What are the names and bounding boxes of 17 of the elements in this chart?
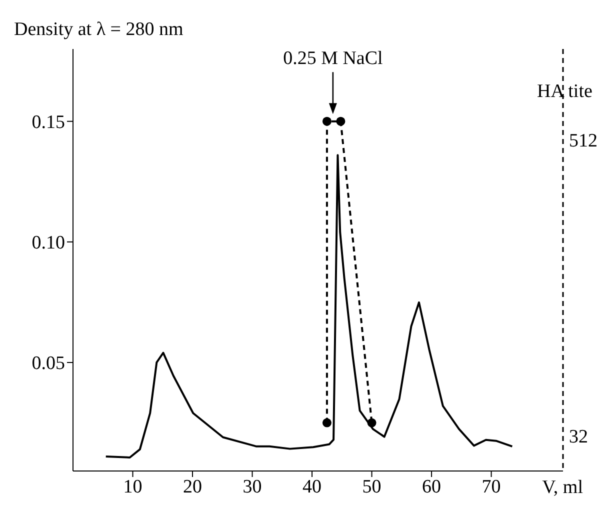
- y2-tick-label: 512: [569, 130, 598, 152]
- x-tick-label: 20: [183, 476, 202, 498]
- x-axis-title: V, ml: [542, 477, 583, 498]
- y-axis-title: Density at λ = 280 nm: [14, 19, 184, 40]
- y-tick-label: 0.05: [32, 353, 65, 374]
- y-tick-label: 0.10: [32, 232, 65, 254]
- x-tick-label: 10: [123, 476, 142, 498]
- x-tick-label: 60: [422, 476, 442, 498]
- y-tick-label: 0.15: [32, 112, 65, 134]
- x-tick-label: 40: [302, 476, 322, 498]
- x-tick-label: 70: [482, 476, 501, 498]
- annotation: 0.25 M NaCl: [283, 48, 383, 70]
- y2-axis-title: HA tite: [537, 81, 592, 102]
- y2-tick-label: 32: [569, 426, 588, 448]
- x-tick-label: 30: [242, 476, 262, 498]
- line-series: [104, 154, 514, 458]
- x-tick-label: 50: [362, 476, 382, 498]
